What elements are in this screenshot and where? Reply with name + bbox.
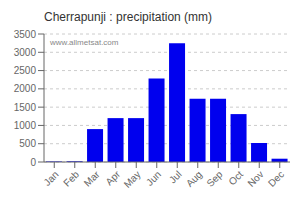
html-text:Cherrapunji : precipitation (m: Cherrapunji : precipitation (mm) bbox=[44, 10, 213, 24]
svg-text:Jul: Jul bbox=[167, 169, 184, 186]
svg-text:500: 500 bbox=[19, 138, 36, 149]
svg-text:2500: 2500 bbox=[14, 65, 37, 76]
svg-text:1000: 1000 bbox=[14, 120, 37, 131]
svg-text:Sep: Sep bbox=[204, 168, 225, 189]
svg-text:Aug: Aug bbox=[184, 169, 204, 189]
svg-text:3500: 3500 bbox=[14, 29, 37, 40]
svg-text:1500: 1500 bbox=[14, 102, 37, 113]
svg-text:Nov: Nov bbox=[245, 169, 265, 189]
svg-text:0: 0 bbox=[30, 157, 36, 168]
svg-text:3000: 3000 bbox=[14, 47, 37, 58]
html-text:www.allmetsat.com: www.allmetsat.com bbox=[50, 38, 119, 47]
svg-text:2000: 2000 bbox=[14, 83, 37, 94]
svg-text:Apr: Apr bbox=[103, 168, 122, 187]
svg-text:Dec: Dec bbox=[266, 169, 286, 189]
svg-text:Jan: Jan bbox=[42, 169, 61, 188]
svg-text:Jun: Jun bbox=[144, 169, 163, 188]
svg-text:Feb: Feb bbox=[61, 168, 81, 188]
svg-text:Oct: Oct bbox=[226, 169, 245, 188]
svg-text:May: May bbox=[122, 169, 143, 190]
svg-text:Mar: Mar bbox=[82, 168, 102, 188]
